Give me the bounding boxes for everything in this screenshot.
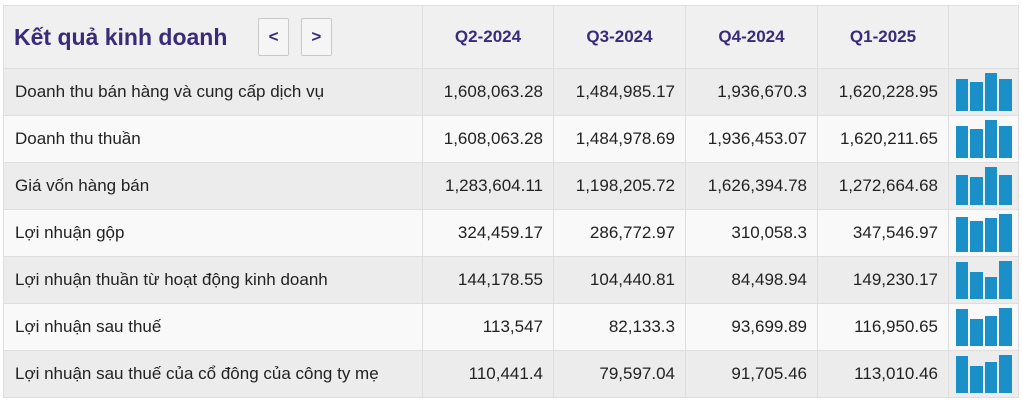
sparkline-chart[interactable]: [955, 167, 1012, 205]
row-label: Doanh thu bán hàng và cung cấp dịch vụ: [3, 68, 423, 116]
sparkline-bar: [984, 167, 997, 205]
sparkline-bar: [984, 120, 997, 158]
business-results-table: Kết quả kinh doanh < > Q2-2024 Q3-2024 Q…: [3, 5, 1019, 398]
table-row: Giá vốn hàng bán 1,283,604.11 1,198,205.72…: [3, 162, 1019, 210]
value-cell: 110,441.4: [422, 350, 554, 398]
table-header-row: Kết quả kinh doanh < > Q2-2024 Q3-2024 Q…: [3, 5, 1019, 69]
sparkline-bar: [999, 308, 1012, 346]
sparkline-cell[interactable]: [948, 303, 1019, 351]
value-cell: 1,283,604.11: [422, 162, 554, 210]
prev-period-button[interactable]: <: [258, 18, 290, 56]
sparkline-bar: [955, 126, 968, 158]
value-cell: 1,484,978.69: [553, 115, 686, 163]
row-label: Doanh thu thuần: [3, 115, 423, 163]
sparkline-bar: [984, 218, 997, 252]
value-cell: 1,936,453.07: [685, 115, 818, 163]
sparkline-bar: [984, 73, 997, 111]
sparkline-bar: [970, 81, 983, 111]
sparkline-chart[interactable]: [955, 214, 1012, 252]
value-cell: 82,133.3: [553, 303, 686, 351]
sparkline-cell[interactable]: [948, 256, 1019, 304]
sparkline-bar: [955, 355, 968, 393]
sparkline-chart[interactable]: [955, 261, 1012, 299]
value-cell: 1,620,211.65: [817, 115, 949, 163]
sparkline-chart[interactable]: [955, 73, 1012, 111]
value-cell: 1,626,394.78: [685, 162, 818, 210]
sparkline-bar: [984, 277, 997, 299]
value-cell: 1,608,063.28: [422, 115, 554, 163]
value-cell: 286,772.97: [553, 209, 686, 257]
column-header-quarter: Q1-2025: [817, 5, 949, 69]
sparkline-bar: [999, 261, 1012, 299]
sparkline-bar: [970, 366, 983, 393]
sparkline-bar: [999, 355, 1012, 393]
value-cell: 144,178.55: [422, 256, 554, 304]
sparkline-bar: [984, 362, 997, 393]
sparkline-chart[interactable]: [955, 120, 1012, 158]
value-cell: 93,699.89: [685, 303, 818, 351]
value-cell: 149,230.17: [817, 256, 949, 304]
sparkline-bar: [999, 175, 1012, 205]
sparkline-bar: [999, 214, 1012, 252]
title-cell: Kết quả kinh doanh < >: [3, 5, 423, 69]
value-cell: 1,484,985.17: [553, 68, 686, 116]
sparkline-bar: [970, 220, 983, 252]
table-row: Lợi nhuận sau thuế của cổ đông của công …: [3, 350, 1019, 398]
sparkline-bar: [955, 79, 968, 111]
value-cell: 1,936,670.3: [685, 68, 818, 116]
sparkline-bar: [970, 128, 983, 158]
value-cell: 116,950.65: [817, 303, 949, 351]
value-cell: 104,440.81: [553, 256, 686, 304]
sparkline-bar: [970, 319, 983, 346]
value-cell: 84,498.94: [685, 256, 818, 304]
sparkline-cell[interactable]: [948, 209, 1019, 257]
sparkline-bar: [955, 262, 968, 299]
row-label: Lợi nhuận sau thuế: [3, 303, 423, 351]
value-cell: 79,597.04: [553, 350, 686, 398]
sparkline-bar: [984, 315, 997, 346]
sparkline-bar: [955, 309, 968, 346]
value-cell: 1,198,205.72: [553, 162, 686, 210]
sparkline-cell[interactable]: [948, 115, 1019, 163]
column-header-quarter: Q2-2024: [422, 5, 554, 69]
table-row: Doanh thu thuần 1,608,063.28 1,484,978.69 1…: [3, 115, 1019, 163]
sparkline-cell[interactable]: [948, 68, 1019, 116]
sparkline-bar: [999, 126, 1012, 158]
sparkline-chart[interactable]: [955, 355, 1012, 393]
table-row: Doanh thu bán hàng và cung cấp dịch vụ 1,…: [3, 68, 1019, 116]
column-header-quarter: Q4-2024: [685, 5, 818, 69]
row-label: Lợi nhuận thuần từ hoạt động kinh doanh: [3, 256, 423, 304]
column-header-chart: [948, 5, 1019, 69]
sparkline-cell[interactable]: [948, 350, 1019, 398]
value-cell: 324,459.17: [422, 209, 554, 257]
row-label: Lợi nhuận gộp: [3, 209, 423, 257]
sparkline-bar: [970, 272, 983, 299]
sparkline-bar: [955, 216, 968, 252]
sparkline-bar: [999, 79, 1012, 111]
sparkline-bar: [970, 177, 983, 205]
sparkline-bar: [955, 175, 968, 205]
value-cell: 113,547: [422, 303, 554, 351]
table-row: Lợi nhuận thuần từ hoạt động kinh doanh 1…: [3, 256, 1019, 304]
value-cell: 1,608,063.28: [422, 68, 554, 116]
value-cell: 1,620,228.95: [817, 68, 949, 116]
sparkline-cell[interactable]: [948, 162, 1019, 210]
value-cell: 347,546.97: [817, 209, 949, 257]
value-cell: 91,705.46: [685, 350, 818, 398]
value-cell: 1,272,664.68: [817, 162, 949, 210]
row-label: Lợi nhuận sau thuế của cổ đông của công …: [3, 350, 423, 398]
next-period-button[interactable]: >: [300, 18, 332, 56]
business-results-widget: Kết quả kinh doanh < > Q2-2024 Q3-2024 Q…: [3, 5, 1019, 402]
table-row: Lợi nhuận sau thuế 113,547 82,133.3 93,699.…: [3, 303, 1019, 351]
column-header-quarter: Q3-2024: [553, 5, 686, 69]
table-row: Lợi nhuận gộp 324,459.17 286,772.97 310,058…: [3, 209, 1019, 257]
value-cell: 310,058.3: [685, 209, 818, 257]
value-cell: 113,010.46: [817, 350, 949, 398]
page-title: Kết quả kinh doanh: [14, 23, 228, 50]
row-label: Giá vốn hàng bán: [3, 162, 423, 210]
sparkline-chart[interactable]: [955, 308, 1012, 346]
